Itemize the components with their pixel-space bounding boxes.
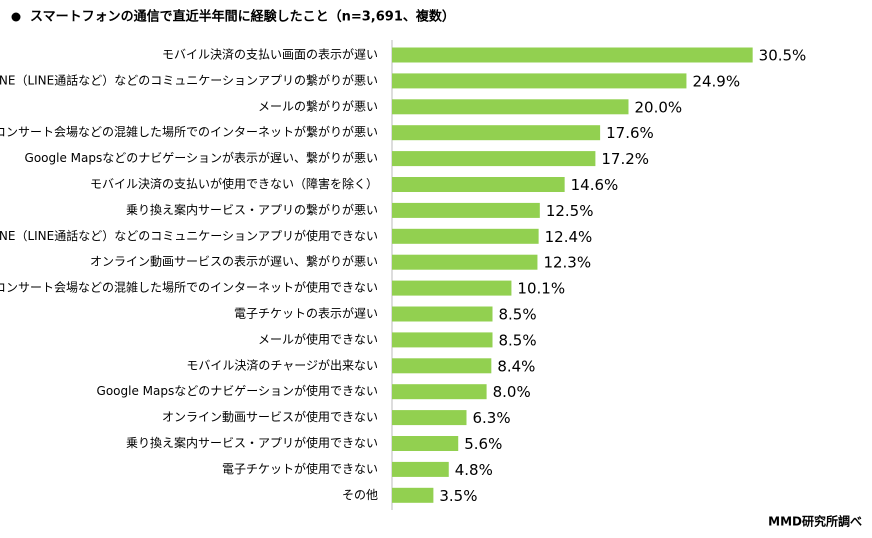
bar: [392, 47, 753, 63]
bar: [392, 202, 540, 218]
bar: [392, 332, 493, 348]
category-label: モバイル決済の支払いが使用できない（障害を除く）: [90, 176, 378, 191]
value-label: 4.8%: [455, 461, 493, 479]
bar: [392, 254, 538, 270]
category-label: 電子チケットの表示が遅い: [234, 306, 378, 321]
bar: [392, 384, 487, 400]
bar: [392, 487, 434, 503]
bar: [392, 228, 539, 244]
value-label: 5.6%: [464, 435, 502, 453]
bar: [392, 306, 493, 322]
category-label: モバイル決済のチャージが出来ない: [186, 357, 378, 372]
value-label: 3.5%: [439, 487, 477, 505]
category-label: LINE（LINE通話など）などのコミュニケーションアプリが使用できない: [0, 228, 378, 243]
category-label: メールが使用できない: [258, 331, 378, 346]
bar: [392, 410, 467, 426]
category-label: 乗り換え案内サービス・アプリの繋がりが悪い: [126, 202, 378, 217]
category-label: オンライン動画サービスの表示が遅い、繋がりが悪い: [90, 254, 378, 269]
title-bullet: [11, 12, 21, 22]
bar: [392, 125, 601, 141]
value-label: 8.5%: [499, 331, 537, 349]
bar: [392, 280, 512, 296]
category-label: 乗り換え案内サービス・アプリが使用できない: [126, 435, 378, 450]
category-label: モバイル決済の支払い画面の表示が遅い: [162, 47, 378, 62]
value-label: 24.9%: [692, 72, 740, 90]
chart-title: スマートフォンの通信で直近半年間に経験したこと（n=3,691、複数）: [30, 9, 455, 25]
value-label: 12.5%: [546, 202, 594, 220]
bar: [392, 358, 492, 374]
bar: [392, 436, 459, 451]
value-label: 6.3%: [472, 409, 510, 427]
source: MMD研究所調べ: [768, 514, 862, 529]
category-label: メールの繋がりが悪い: [258, 98, 378, 113]
category-label: その他: [342, 488, 378, 502]
value-label: 12.4%: [545, 228, 593, 246]
category-label: オンライン動画サービスが使用できない: [162, 409, 378, 424]
value-label: 8.4%: [497, 357, 535, 375]
category-label: コンサート会場などの混雑した場所でのインターネットが使用できない: [0, 280, 378, 295]
category-label: LINE（LINE通話など）などのコミュニケーションアプリの繋がりが悪い: [0, 72, 378, 87]
category-label: Google Mapsなどのナビゲーションが表示が遅い、繋がりが悪い: [25, 150, 378, 165]
value-label: 30.5%: [759, 47, 807, 65]
bar: [392, 99, 629, 115]
value-label: 17.6%: [606, 124, 654, 142]
category-label: コンサート会場などの混雑した場所でのインターネットが繋がりが悪い: [0, 124, 378, 139]
value-label: 20.0%: [635, 98, 683, 116]
category-label: 電子チケットが使用できない: [222, 461, 378, 476]
bar: [392, 461, 449, 477]
bar: [392, 73, 687, 89]
value-label: 8.5%: [499, 306, 537, 324]
bar: [392, 177, 565, 192]
category-label: Google Mapsなどのナビゲーションが使用できない: [97, 383, 378, 398]
bar: [392, 151, 596, 167]
value-label: 17.2%: [601, 150, 649, 168]
value-label: 14.6%: [571, 176, 619, 194]
value-label: 12.3%: [543, 254, 591, 272]
value-label: 10.1%: [517, 280, 565, 298]
value-label: 8.0%: [493, 383, 531, 401]
